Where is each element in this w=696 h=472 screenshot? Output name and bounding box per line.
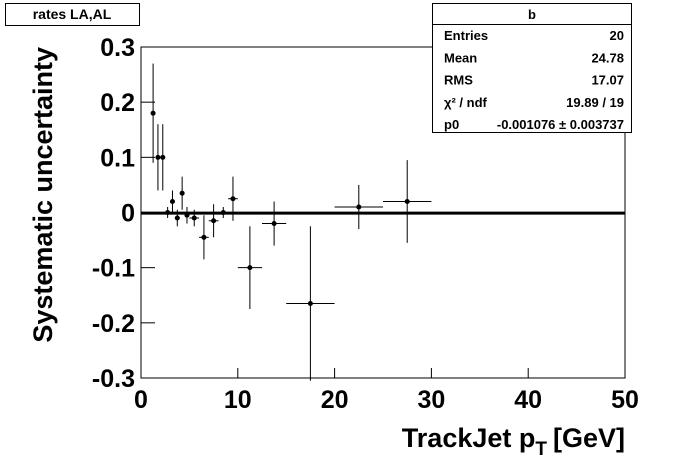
y-tick-label: -0.3 bbox=[92, 365, 135, 393]
stats-value: 20 bbox=[610, 28, 624, 43]
y-tick-label: 0.2 bbox=[100, 89, 135, 117]
x-axis-title-sub: T bbox=[535, 439, 547, 460]
point bbox=[271, 221, 277, 227]
point bbox=[356, 204, 362, 210]
stats-value: 24.78 bbox=[591, 50, 624, 65]
stats-label: Mean bbox=[444, 50, 477, 65]
stats-label: Entries bbox=[444, 28, 488, 43]
stats-label: RMS bbox=[444, 73, 473, 88]
x-axis-title: TrackJet pT [GeV] bbox=[402, 423, 625, 460]
point bbox=[155, 154, 161, 160]
point bbox=[247, 265, 253, 271]
stats-value: 17.07 bbox=[591, 73, 624, 88]
y-tick-label: 0 bbox=[121, 200, 135, 228]
chart-title: rates LA,AL bbox=[33, 6, 112, 22]
y-tick-label: 0.1 bbox=[100, 144, 135, 172]
y-tick-label: -0.2 bbox=[92, 310, 135, 338]
x-axis-title-main: TrackJet p bbox=[402, 423, 536, 453]
y-tick-label: 0.3 bbox=[100, 34, 135, 62]
x-tick-label: 10 bbox=[224, 386, 252, 414]
x-tick-label: 40 bbox=[514, 386, 542, 414]
stats-label: p0 bbox=[444, 117, 459, 132]
x-tick-label: 50 bbox=[611, 386, 639, 414]
point bbox=[307, 301, 313, 307]
x-axis-title-unit: [GeV] bbox=[553, 423, 625, 453]
stats-box: b Entries 20 Mean 24.78 RMS 17.07 χ² / ndf 19.8… bbox=[432, 3, 632, 133]
point bbox=[165, 210, 171, 215]
point bbox=[174, 215, 180, 221]
stats-value: -0.001076 ± 0.003737 bbox=[497, 117, 624, 132]
point bbox=[179, 190, 185, 196]
point bbox=[169, 198, 175, 204]
title-box bbox=[5, 3, 140, 26]
x-tick-label: 0 bbox=[134, 386, 148, 414]
point bbox=[201, 234, 207, 240]
point bbox=[184, 212, 190, 218]
point bbox=[230, 196, 236, 202]
point bbox=[220, 210, 226, 215]
point bbox=[150, 110, 156, 116]
y-tick-label: -0.1 bbox=[92, 255, 135, 283]
x-tick-label: 20 bbox=[321, 386, 349, 414]
stats-value: 19.89 / 19 bbox=[566, 95, 624, 110]
y-axis-title: Systematic uncertainty bbox=[28, 47, 58, 343]
point bbox=[404, 198, 410, 204]
stats-label: χ² / ndf bbox=[444, 95, 488, 110]
x-tick-label: 30 bbox=[417, 386, 445, 414]
stats-title: b bbox=[528, 7, 536, 22]
point bbox=[211, 218, 217, 224]
stats-frame bbox=[432, 3, 632, 133]
point bbox=[191, 215, 197, 221]
point bbox=[160, 154, 166, 160]
